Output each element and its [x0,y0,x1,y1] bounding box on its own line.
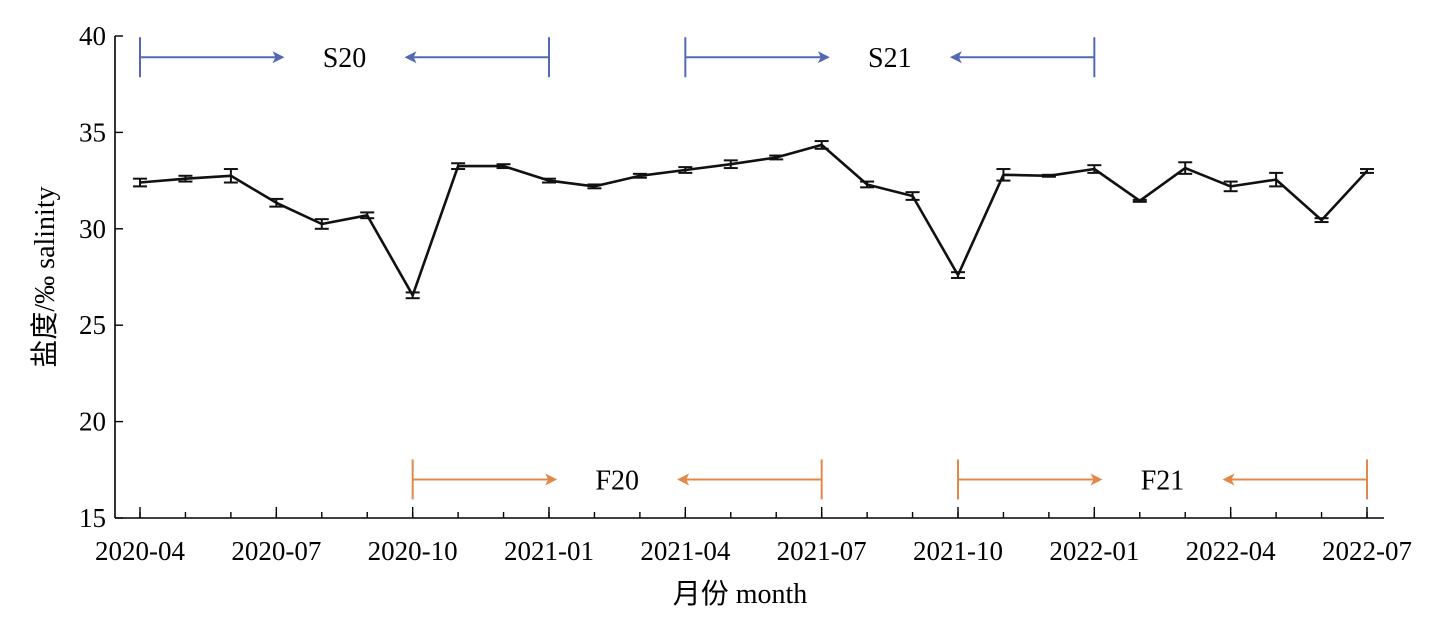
data-point [178,174,193,183]
data-point [360,211,375,220]
data-point [496,163,511,170]
x-tick-label: 2020-07 [231,536,321,566]
data-point [860,180,875,189]
data-point [223,168,238,184]
data-point [678,166,693,174]
data-point [905,191,920,201]
x-tick-label: 2021-04 [640,536,730,566]
y-tick-label: 35 [79,117,106,147]
period-label: S21 [868,43,912,74]
data-point [1223,180,1238,193]
period-label: F21 [1141,465,1185,496]
data-point [1360,168,1374,174]
y-tick-label: 40 [79,21,106,51]
data-point [769,154,784,161]
data-point [814,140,829,150]
x-tick-label: 2021-10 [913,536,1003,566]
data-point [996,168,1011,182]
x-ticks: 2020-04 2020-07 2020-10 2021-01 2021-04 2021-… [95,507,1412,566]
data-point [451,162,466,171]
data-point [133,177,147,188]
data-point [542,177,556,184]
data-point [1314,217,1329,224]
data-point [1269,171,1284,188]
period-label: F20 [595,465,639,496]
x-tick-label: 2022-04 [1186,536,1276,566]
data-point [951,271,965,279]
period-s20: S20 [139,37,550,78]
data-point [723,159,738,170]
x-tick-label: 2020-10 [368,536,458,566]
x-tick-label: 2022-07 [1322,536,1412,566]
data-point [1087,164,1102,174]
data-point [1178,161,1193,175]
x-tick-label: 2021-07 [777,536,867,566]
data-point [314,218,329,230]
salinity-series-line [139,143,1368,297]
data-point [1041,173,1056,178]
data-point [405,291,420,300]
period-s21: S21 [684,37,1096,78]
period-f21: F21 [957,459,1368,500]
y-ticks: 15 20 25 30 35 40 [79,21,123,533]
series-group [133,140,1374,300]
y-tick-label: 25 [79,310,106,340]
data-point [632,172,647,179]
axes [114,36,1384,519]
x-tick-label: 2022-01 [1049,536,1139,566]
x-axis-title: 月份 month [673,578,808,610]
data-point [1132,198,1147,203]
data-point [587,183,602,190]
period-annotations: S20 S21 F20 F21 [139,37,1368,500]
data-point [269,197,284,208]
y-tick-label: 30 [79,214,106,244]
x-tick-label: 2020-04 [95,536,185,566]
y-tick-label: 20 [79,407,106,437]
y-axis-title: 盐度/‰ salinity [29,186,61,367]
period-f20: F20 [411,459,823,500]
period-label: S20 [323,43,367,74]
x-tick-label: 2021-01 [504,536,594,566]
y-tick-label: 15 [79,503,106,533]
